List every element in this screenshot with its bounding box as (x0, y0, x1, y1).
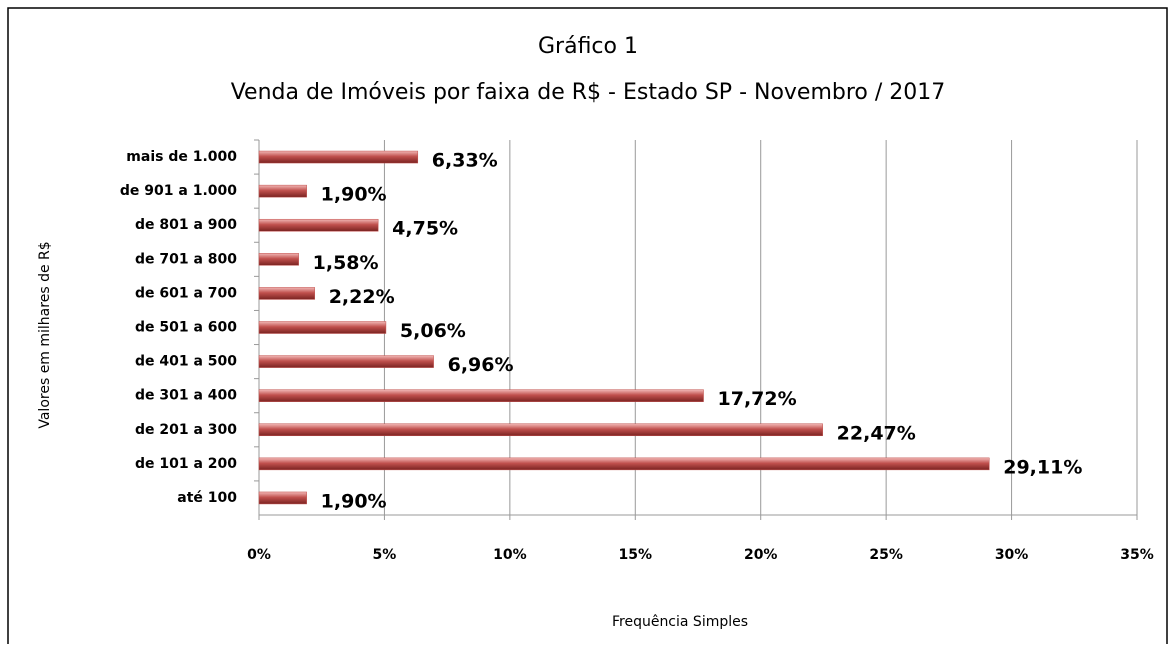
y-tick-label: de 301 a 400 (135, 388, 237, 404)
bar (258, 184, 307, 198)
y-tick-label: de 901 a 1.000 (120, 183, 237, 199)
bar (258, 389, 704, 402)
data-label: 6,33% (432, 150, 498, 172)
data-label: 5,06% (400, 320, 466, 342)
y-tick-label: de 801 a 900 (135, 217, 237, 233)
data-label: 6,96% (448, 354, 514, 376)
x-tick-label: 30% (995, 547, 1029, 563)
data-label: 1,58% (313, 252, 379, 274)
bar (258, 321, 387, 334)
y-tick-label: de 201 a 300 (135, 422, 237, 438)
y-axis-title: Valores em milhares de R$ (37, 241, 53, 428)
y-tick-label: de 701 a 800 (135, 251, 237, 267)
x-tick-label: 0% (247, 547, 271, 563)
y-tick-label: de 101 a 200 (135, 456, 237, 472)
data-label: 29,11% (1003, 456, 1082, 478)
x-axis-title: Frequência Simples (612, 614, 748, 630)
y-tick-label: mais de 1.000 (126, 149, 237, 165)
data-label: 4,75% (392, 218, 458, 240)
bar (258, 218, 379, 232)
y-tick-label: de 601 a 700 (135, 285, 237, 301)
bar (258, 287, 315, 300)
chart-title: Gráfico 1 (538, 34, 638, 59)
chart-border (7, 7, 1168, 648)
y-tick-label: de 401 a 500 (135, 354, 237, 370)
y-tick-label: de 501 a 600 (135, 320, 237, 336)
y-tick-label: até 100 (177, 490, 237, 506)
data-label: 1,90% (321, 184, 387, 206)
bar (258, 457, 990, 471)
data-label: 2,22% (329, 286, 395, 308)
bar (258, 253, 299, 266)
data-label: 22,47% (837, 422, 916, 444)
x-tick-label: 10% (493, 547, 527, 563)
chart-subtitle: Venda de Imóveis por faixa de R$ - Estad… (231, 80, 946, 105)
data-label: 17,72% (718, 388, 797, 410)
x-tick-label: 25% (869, 547, 903, 563)
bar (258, 355, 434, 368)
bar (258, 423, 823, 437)
data-label: 1,90% (321, 490, 387, 512)
x-tick-label: 5% (373, 547, 397, 563)
x-tick-label: 35% (1120, 547, 1154, 563)
x-tick-label: 20% (744, 547, 778, 563)
bar (258, 150, 419, 164)
bar (258, 491, 307, 505)
x-tick-label: 15% (619, 547, 653, 563)
